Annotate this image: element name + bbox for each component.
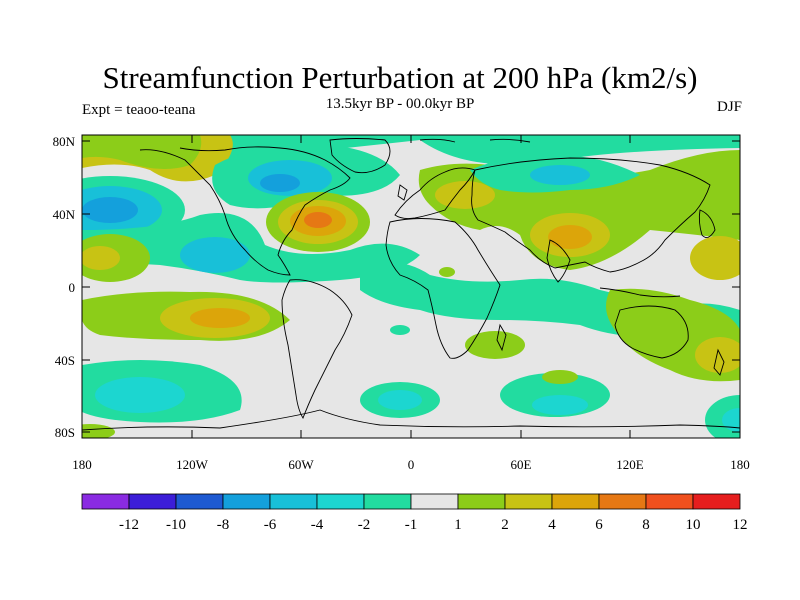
colorbar-box bbox=[504, 493, 553, 510]
colorbar-box bbox=[81, 493, 130, 510]
contour-s-indian-positive bbox=[465, 331, 525, 359]
colorbar-box bbox=[222, 493, 271, 510]
contour-fields bbox=[82, 135, 740, 438]
contour-c-pacific-positive-4 bbox=[82, 246, 120, 270]
colorbar-label: 8 bbox=[642, 517, 650, 533]
coastline-greenland bbox=[329, 138, 391, 174]
contour-n-pacific-left-6 bbox=[82, 197, 138, 223]
colorbar-label: -12 bbox=[119, 517, 139, 533]
colorbar-label: -2 bbox=[358, 517, 371, 533]
contour-southern-pacific-4 bbox=[95, 377, 185, 413]
lon-label: 60W bbox=[288, 457, 314, 472]
coastline-japan bbox=[698, 209, 716, 239]
colorbar-box bbox=[316, 493, 365, 510]
colorbar-label: -4 bbox=[311, 517, 324, 533]
contour-alaska-positive-2 bbox=[82, 135, 202, 169]
contour-mediterranean-4 bbox=[435, 181, 495, 209]
map-title: Streamfunction Perturbation at 200 hPa (… bbox=[102, 60, 698, 95]
colorbar-label: 1 bbox=[454, 517, 462, 533]
colorbar-box bbox=[645, 493, 694, 510]
contour-asia-6 bbox=[548, 225, 592, 249]
contour-mexico-negative-4 bbox=[180, 237, 250, 273]
axis-ticks bbox=[81, 135, 741, 438]
season-label: DJF bbox=[716, 99, 742, 115]
contour-antarctic-right-4 bbox=[722, 408, 740, 432]
coastline-antarctica bbox=[82, 409, 740, 431]
colorbar-box bbox=[175, 493, 224, 510]
colorbar-label: -8 bbox=[217, 517, 230, 533]
lat-label: 0 bbox=[69, 280, 76, 295]
contour-asia-negative-4 bbox=[530, 165, 590, 185]
coastline-south-america bbox=[281, 279, 353, 420]
lon-label: 60E bbox=[511, 457, 532, 472]
coastline-europe bbox=[394, 167, 476, 220]
contour-indian-negative-4 bbox=[532, 395, 588, 415]
colorbar-box bbox=[410, 493, 459, 510]
coastlines bbox=[82, 138, 740, 431]
contour-subtropical-negative bbox=[82, 213, 420, 283]
contour-s-indian-positive-2 bbox=[542, 370, 578, 384]
colorbar-box bbox=[128, 493, 177, 510]
contour-labrador-6 bbox=[260, 174, 300, 192]
experiment-label: Expt = teaoo-teana bbox=[82, 102, 196, 118]
contour-nw-pacific-4 bbox=[690, 236, 740, 280]
coastline-australia bbox=[614, 305, 689, 359]
contour-small-positive-sahara bbox=[439, 267, 455, 277]
colorbar-label: 12 bbox=[733, 517, 748, 533]
contour-nw-atlantic-8 bbox=[304, 212, 332, 228]
lat-label: 40N bbox=[53, 207, 76, 222]
colorbar-label: -1 bbox=[405, 517, 418, 533]
colorbar-box bbox=[457, 493, 506, 510]
lon-label: 120E bbox=[616, 457, 644, 472]
colorbar-box bbox=[551, 493, 600, 510]
contour-antarctic-positive bbox=[82, 424, 115, 438]
lon-label: 0 bbox=[408, 457, 415, 472]
colorbar-box bbox=[269, 493, 318, 510]
colorbar-label: -10 bbox=[166, 517, 186, 533]
colorbar-label: -6 bbox=[264, 517, 277, 533]
colorbar-label: 6 bbox=[595, 517, 603, 533]
colorbar-box bbox=[692, 493, 741, 510]
contour-s-pacific-6 bbox=[190, 308, 250, 328]
coastline-asia bbox=[471, 157, 711, 273]
coastline-arctic-islands bbox=[419, 138, 531, 143]
contour-s-atlantic-4 bbox=[378, 390, 422, 410]
coastline-new-zealand bbox=[713, 348, 725, 376]
lon-labels: 180 120W 60W 0 60E 120E 180 bbox=[72, 457, 750, 472]
coastline-africa bbox=[385, 218, 501, 359]
lon-label: 180 bbox=[72, 457, 92, 472]
lat-labels: 80N 40N 0 40S 80S bbox=[53, 134, 76, 440]
lon-label: 180 bbox=[730, 457, 750, 472]
coastline-uk bbox=[397, 184, 408, 201]
coastline-north-america bbox=[139, 146, 351, 276]
lat-label: 80S bbox=[55, 425, 75, 440]
lon-label: 120W bbox=[176, 457, 209, 472]
lat-label: 40S bbox=[55, 353, 75, 368]
map-subtitle: 13.5kyr BP - 00.0kyr BP bbox=[325, 96, 475, 112]
colorbar-label: 4 bbox=[548, 517, 556, 533]
coastline-indonesia bbox=[599, 287, 681, 298]
contour-small-negative-atlantic bbox=[390, 325, 410, 335]
colorbar-label: 2 bbox=[501, 517, 509, 533]
colorbar-box bbox=[598, 493, 647, 510]
colorbar: -12 -10 -8 -6 -4 -2 -1 1 2 4 6 8 10 12 bbox=[81, 493, 748, 533]
colorbar-box bbox=[363, 493, 412, 510]
lat-label: 80N bbox=[53, 134, 76, 149]
contour-sw-pacific-4 bbox=[695, 337, 740, 373]
colorbar-label: 10 bbox=[686, 517, 701, 533]
coastline-madagascar bbox=[496, 323, 507, 352]
coastline-india bbox=[546, 239, 571, 283]
